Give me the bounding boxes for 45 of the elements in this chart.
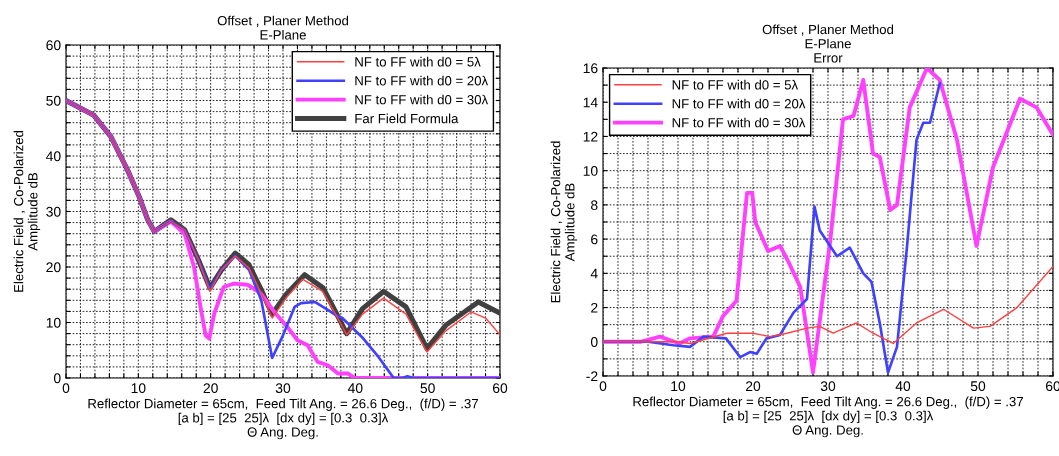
y-tick-label: 12 <box>583 131 598 142</box>
x-tick-label: 20 <box>745 381 761 392</box>
x-axis-title: Reflector Diameter = 65cm, Feed Tilt Ang. = 26.6 Deg., (f/D) = .37 [a b] = [25 25]λ [dx dy] = [0.3 0.3]λ Θ Ang. Deg. <box>88 398 478 440</box>
x-tick-label: 0 <box>599 381 607 392</box>
y-tick-label: 4 <box>590 268 598 279</box>
legend-label: NF to FF with d0 = 5λ <box>355 56 481 67</box>
line-series <box>603 265 1053 345</box>
y-tick-label: 60 <box>46 40 61 51</box>
y-tick-label: 30 <box>46 206 61 217</box>
y-tick-label: 16 <box>583 63 598 74</box>
y-tick-label: 50 <box>46 95 61 106</box>
legend-label: NF to FF with d0 = 5λ <box>672 79 798 90</box>
line-series <box>603 68 1053 375</box>
chart-title: Offset , Planer Method E-Plane <box>217 15 349 40</box>
y-tick-label: 8 <box>591 200 598 211</box>
legend-label: NF to FF with d0 = 30λ <box>672 117 806 128</box>
y-tick-label: 6 <box>591 234 598 245</box>
x-tick-label: 50 <box>970 381 986 392</box>
y-tick-label: 20 <box>46 262 61 273</box>
legend-label: Far Field Formula <box>355 113 459 124</box>
x-tick-label: 20 <box>203 383 218 394</box>
chart-title: Offset , Planer Method E-Plane Error <box>762 24 894 63</box>
y-tick-label: 10 <box>583 166 598 176</box>
x-tick-label: 10 <box>131 383 146 394</box>
y-tick-label: 0 <box>590 337 598 347</box>
y-tick-label: 2 <box>591 302 598 313</box>
y-tick-label: 10 <box>46 317 61 328</box>
y-tick-label: 14 <box>583 97 598 108</box>
y-tick-label: 0 <box>53 373 61 384</box>
y-tick-label: 40 <box>46 151 61 162</box>
legend-label: NF to FF with d0 = 20λ <box>355 75 489 86</box>
x-tick-label: 40 <box>347 383 363 394</box>
x-axis-title: Reflector Diameter = 65cm, Feed Tilt Ang. = 26.6 Deg., (f/D) = .37 [a b] = [25 25]λ [dx dy] = [0.3 0.3]λ Θ Ang. Deg. <box>633 396 1023 438</box>
x-tick-label: 30 <box>275 383 291 394</box>
x-tick-label: 30 <box>820 381 836 392</box>
x-tick-label: 0 <box>62 383 70 394</box>
legend-label: NF to FF with d0 = 20λ <box>672 98 806 109</box>
legend-label: NF to FF with d0 = 30λ <box>355 94 489 105</box>
x-tick-label: 50 <box>420 383 435 394</box>
y-axis-title: Electric Field , Co-Polarized Amplitude dB <box>13 130 41 292</box>
y-tick-label: -2 <box>586 371 598 382</box>
x-tick-label: 40 <box>895 381 911 392</box>
x-tick-label: 10 <box>671 381 686 392</box>
y-axis-title: Electric Field , Co-Polarized Amplitude dB <box>550 141 578 303</box>
x-tick-label: 60 <box>492 383 508 394</box>
